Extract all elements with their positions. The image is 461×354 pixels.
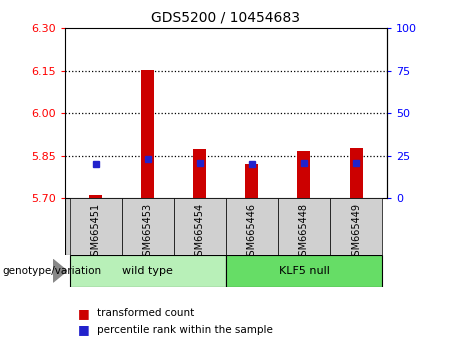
Bar xyxy=(297,151,310,198)
Text: ■: ■ xyxy=(78,307,90,320)
Text: GSM665451: GSM665451 xyxy=(91,203,101,262)
Bar xyxy=(226,255,382,287)
Text: transformed count: transformed count xyxy=(97,308,194,318)
Bar xyxy=(122,198,174,255)
Text: GSM665454: GSM665454 xyxy=(195,203,205,262)
Text: KLF5 null: KLF5 null xyxy=(278,266,330,276)
Bar xyxy=(330,198,382,255)
Bar xyxy=(70,198,122,255)
Bar xyxy=(89,195,102,198)
Title: GDS5200 / 10454683: GDS5200 / 10454683 xyxy=(151,10,301,24)
Text: GSM665453: GSM665453 xyxy=(143,203,153,262)
Text: genotype/variation: genotype/variation xyxy=(2,266,101,276)
Bar xyxy=(278,198,330,255)
Text: GSM665446: GSM665446 xyxy=(247,203,257,262)
Bar xyxy=(70,255,226,287)
Text: wild type: wild type xyxy=(122,266,173,276)
Bar xyxy=(349,148,362,198)
Text: GSM665448: GSM665448 xyxy=(299,203,309,262)
Bar xyxy=(142,70,154,198)
Text: GSM665449: GSM665449 xyxy=(351,203,361,262)
Text: percentile rank within the sample: percentile rank within the sample xyxy=(97,325,273,335)
Polygon shape xyxy=(53,259,67,282)
Bar xyxy=(245,164,259,198)
Bar xyxy=(193,149,207,198)
Bar xyxy=(226,198,278,255)
Bar xyxy=(174,198,226,255)
Text: ■: ■ xyxy=(78,324,90,336)
